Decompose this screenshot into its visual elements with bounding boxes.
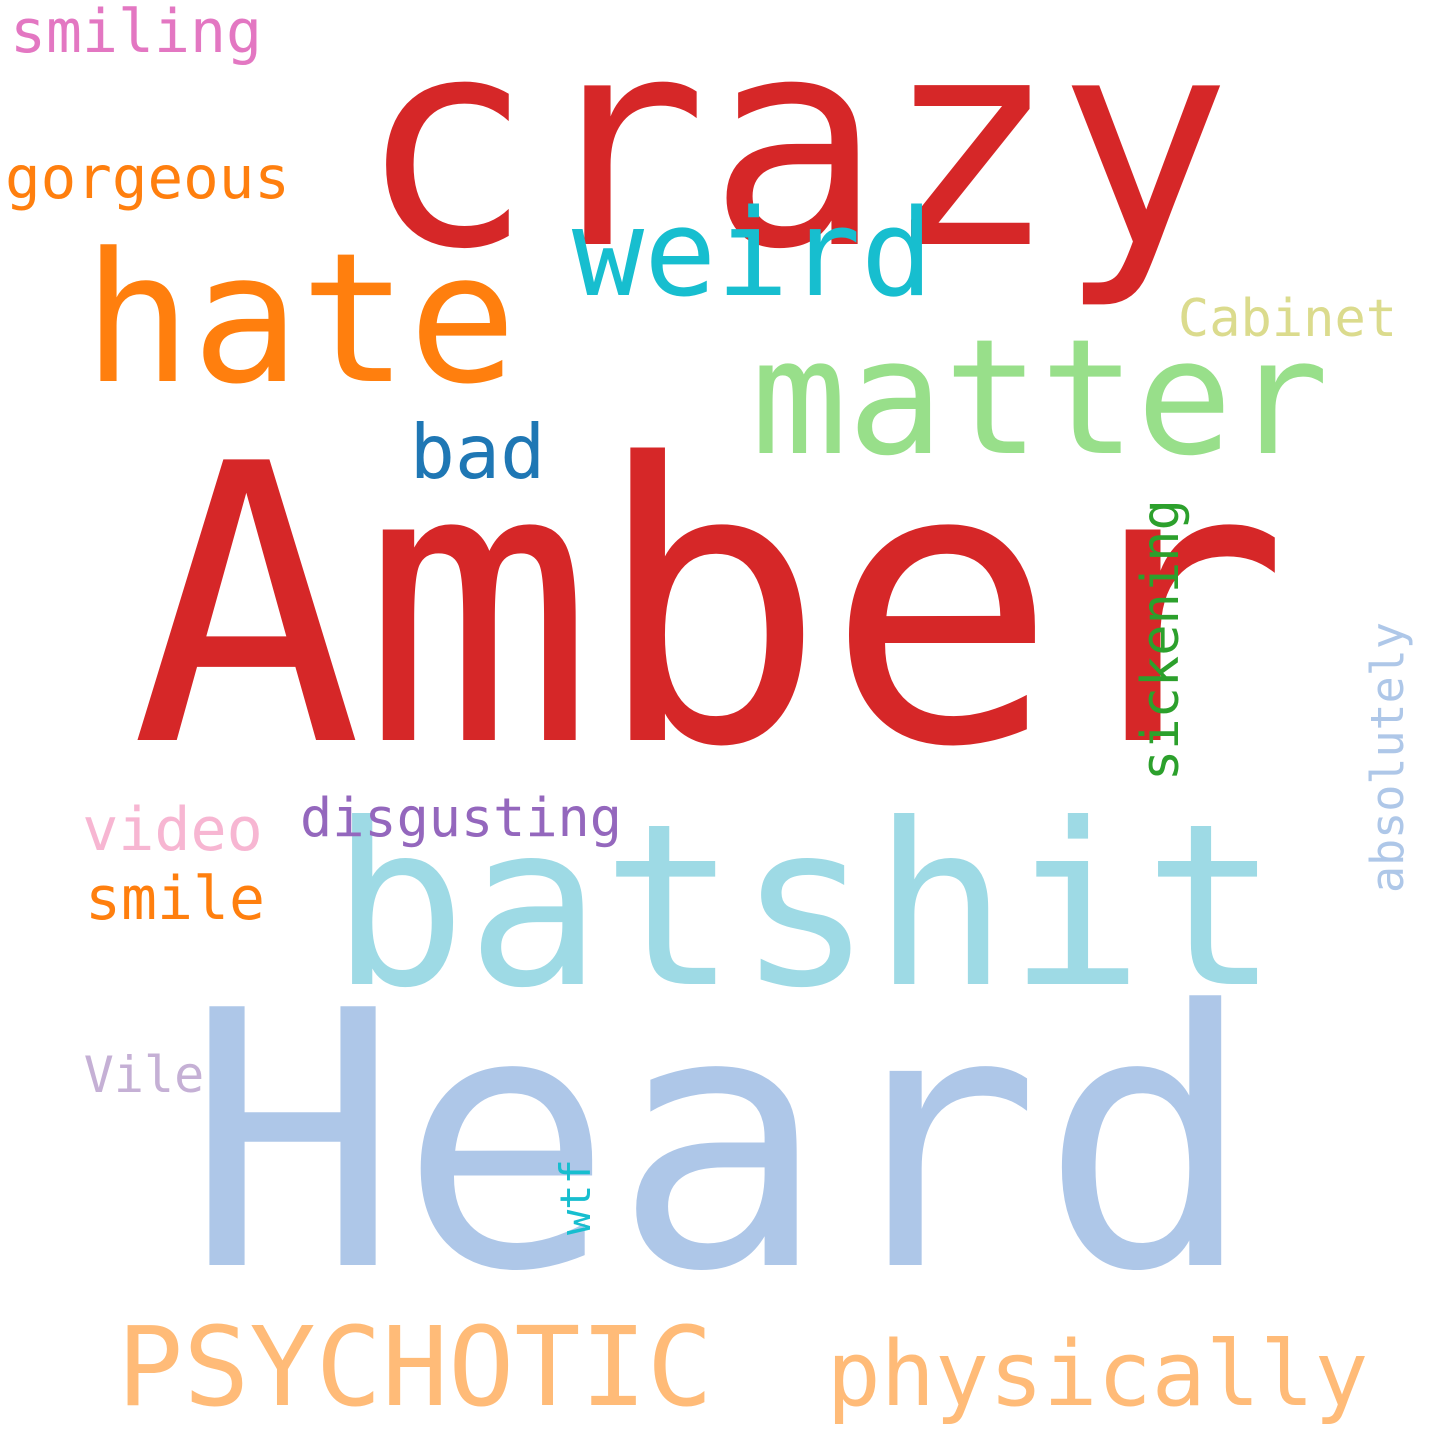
word-absolutely: absolutely <box>1361 622 1414 893</box>
word-matter: matter <box>751 304 1329 491</box>
word-heard: Heard <box>185 935 1255 1349</box>
word-sickening: sickening <box>1131 499 1191 782</box>
word-weird: weird <box>571 185 934 324</box>
word-smile: smile <box>85 865 265 935</box>
word-vile: Vile <box>83 1046 205 1104</box>
word-video: video <box>82 795 263 865</box>
word-wtf: wtf <box>551 1159 600 1236</box>
word-disgusting: disgusting <box>300 785 622 849</box>
word-crazy: crazy <box>358 0 1232 313</box>
word-bad: bad <box>409 408 546 496</box>
word-gorgeous: gorgeous <box>5 142 290 212</box>
word-amber: Amber <box>130 383 1290 831</box>
word-batshit: batshit <box>330 776 1280 1038</box>
word-smiling: smiling <box>10 0 262 67</box>
word-psychotic: PSYCHOTIC <box>116 1303 713 1431</box>
word-cabinet: Cabinet <box>1177 289 1398 349</box>
word-hate: hate <box>83 215 517 424</box>
word-physically: physically <box>826 1322 1369 1427</box>
